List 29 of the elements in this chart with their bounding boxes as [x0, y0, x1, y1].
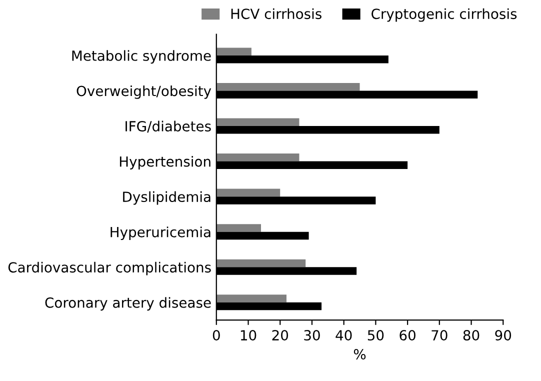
y-tick-label: Dyslipidemia: [123, 191, 210, 205]
x-tick-label: 60: [400, 330, 416, 341]
bar: [216, 294, 286, 302]
bar: [216, 154, 300, 162]
bar: [216, 48, 252, 56]
y-tick-label: Cardiovascular complications: [8, 262, 211, 276]
legend-label: HCV cirrhosis: [231, 8, 322, 20]
legend-label: Cryptogenic cirrhosis: [372, 8, 517, 22]
y-tick-label: IFG/diabetes: [126, 120, 211, 133]
x-tick-label: 90: [495, 330, 512, 341]
bar: [216, 82, 360, 91]
x-axis-title: %: [354, 349, 366, 360]
y-tick-label: Hypertension: [120, 156, 210, 170]
x-tick-label: 80: [463, 330, 480, 341]
y-tick-label: Overweight/obesity: [76, 85, 212, 99]
x-tick-label: 0: [212, 330, 220, 341]
x-tick-label: 10: [240, 330, 256, 341]
bar: [216, 118, 300, 126]
y-tick-label: Coronary artery disease: [45, 297, 211, 311]
y-tick-label: Hyperuricemia: [110, 226, 210, 240]
bar: [216, 224, 261, 232]
x-tick-label: 20: [272, 330, 288, 341]
x-tick-label: 50: [368, 330, 384, 341]
x-tick-label: 30: [304, 330, 320, 341]
x-tick-label: 70: [432, 330, 448, 341]
bar: [216, 259, 306, 268]
y-tick-label: Metabolic syndrome: [72, 50, 211, 64]
x-tick-label: 40: [336, 330, 352, 341]
bar: [216, 188, 280, 197]
